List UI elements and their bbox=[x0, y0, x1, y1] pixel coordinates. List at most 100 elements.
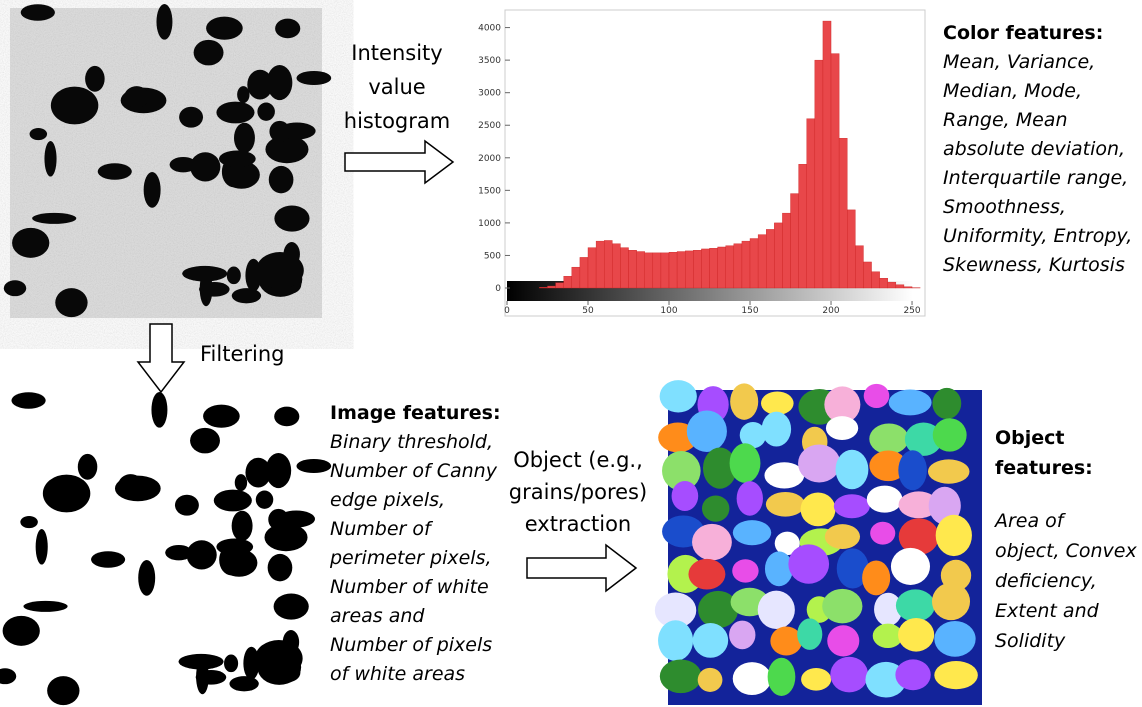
feature-text: areas and bbox=[330, 605, 425, 627]
grain bbox=[660, 380, 697, 412]
pore bbox=[275, 19, 300, 39]
arrow-label: Intensity bbox=[351, 41, 442, 65]
bar bbox=[629, 250, 637, 288]
bar bbox=[677, 252, 685, 288]
grain bbox=[889, 390, 932, 416]
grayscale-image bbox=[4, 4, 331, 318]
pore bbox=[269, 166, 294, 193]
pore bbox=[194, 40, 224, 66]
pore bbox=[179, 654, 224, 670]
bar bbox=[539, 287, 547, 288]
pore bbox=[51, 87, 98, 125]
pore bbox=[44, 141, 56, 177]
arrow-label: Filtering bbox=[200, 342, 284, 366]
pore bbox=[216, 102, 254, 124]
feature-text: Number of white bbox=[330, 576, 489, 598]
pore bbox=[265, 135, 308, 163]
arrow-label: value bbox=[368, 75, 425, 99]
bar bbox=[847, 210, 855, 288]
bar bbox=[774, 223, 782, 288]
bar bbox=[710, 248, 718, 288]
feature-text: Number of pixels bbox=[330, 634, 492, 656]
grain bbox=[764, 462, 804, 488]
pore bbox=[274, 593, 309, 619]
grain bbox=[702, 495, 729, 521]
pore bbox=[190, 152, 220, 181]
bar bbox=[620, 248, 628, 288]
feature-text: Binary threshold, bbox=[330, 431, 493, 453]
pore bbox=[47, 676, 79, 705]
bar bbox=[831, 54, 839, 288]
grain bbox=[830, 657, 868, 693]
bar bbox=[855, 246, 863, 288]
grain bbox=[869, 424, 908, 455]
pore bbox=[229, 676, 258, 691]
bar bbox=[896, 285, 904, 288]
arrow-label: grains/pores) bbox=[509, 480, 647, 504]
grain bbox=[867, 486, 903, 513]
bar bbox=[726, 246, 734, 288]
y-tick-label: 3500 bbox=[478, 56, 501, 66]
grain bbox=[798, 444, 840, 482]
x-tick-label: 0 bbox=[504, 306, 510, 316]
arrow-right bbox=[527, 545, 636, 591]
pore bbox=[11, 392, 45, 408]
feature-text: deficiency, bbox=[995, 570, 1097, 592]
bar bbox=[807, 119, 815, 288]
diagram: 0500100015002000250030003500400005010015… bbox=[0, 0, 1142, 707]
feature-text: edge pixels, bbox=[330, 489, 445, 511]
arrow-down bbox=[138, 324, 184, 392]
pore bbox=[21, 4, 55, 20]
grain bbox=[761, 391, 794, 415]
pore bbox=[206, 17, 243, 40]
grain bbox=[801, 492, 836, 526]
pore bbox=[187, 540, 217, 569]
bar bbox=[863, 262, 871, 288]
pore bbox=[85, 66, 105, 92]
feature-text: Extent and bbox=[995, 600, 1100, 622]
pore bbox=[264, 523, 307, 551]
bar bbox=[645, 253, 653, 288]
pore bbox=[182, 266, 227, 282]
pore bbox=[267, 65, 292, 100]
x-tick-label: 250 bbox=[903, 306, 920, 316]
grain bbox=[825, 524, 860, 549]
grain bbox=[692, 524, 732, 561]
feature-title: Color features: bbox=[943, 22, 1103, 44]
bar bbox=[572, 267, 580, 288]
grain bbox=[836, 450, 869, 489]
grain bbox=[762, 412, 791, 447]
grain bbox=[936, 515, 972, 556]
grain bbox=[822, 589, 862, 624]
grain bbox=[933, 418, 967, 451]
grain bbox=[788, 544, 829, 583]
pore bbox=[232, 511, 253, 541]
y-tick-label: 0 bbox=[495, 284, 501, 294]
bar bbox=[880, 278, 888, 288]
pore bbox=[98, 163, 132, 180]
y-tick-label: 500 bbox=[484, 251, 501, 261]
y-tick-label: 1000 bbox=[478, 219, 501, 229]
pore bbox=[237, 86, 249, 103]
bar bbox=[685, 251, 693, 288]
pore bbox=[216, 538, 253, 555]
feature-text: perimeter pixels, bbox=[329, 547, 492, 569]
grain bbox=[870, 522, 895, 545]
grain bbox=[934, 661, 978, 689]
feature-text: Skewness, Kurtosis bbox=[943, 254, 1125, 276]
bar bbox=[693, 250, 701, 288]
bar bbox=[604, 240, 612, 288]
x-tick-label: 100 bbox=[660, 306, 677, 316]
grain bbox=[765, 551, 793, 586]
arrow-right bbox=[345, 141, 453, 183]
feature-text: Uniformity, Entropy, bbox=[943, 225, 1132, 247]
pore bbox=[268, 554, 293, 581]
bar bbox=[556, 283, 564, 288]
bar bbox=[758, 235, 766, 288]
arrow-label: histogram bbox=[344, 109, 450, 133]
pore bbox=[256, 491, 273, 509]
bar bbox=[782, 213, 790, 288]
y-tick-label: 2000 bbox=[478, 154, 501, 164]
bar bbox=[742, 241, 750, 288]
grain bbox=[896, 589, 935, 621]
